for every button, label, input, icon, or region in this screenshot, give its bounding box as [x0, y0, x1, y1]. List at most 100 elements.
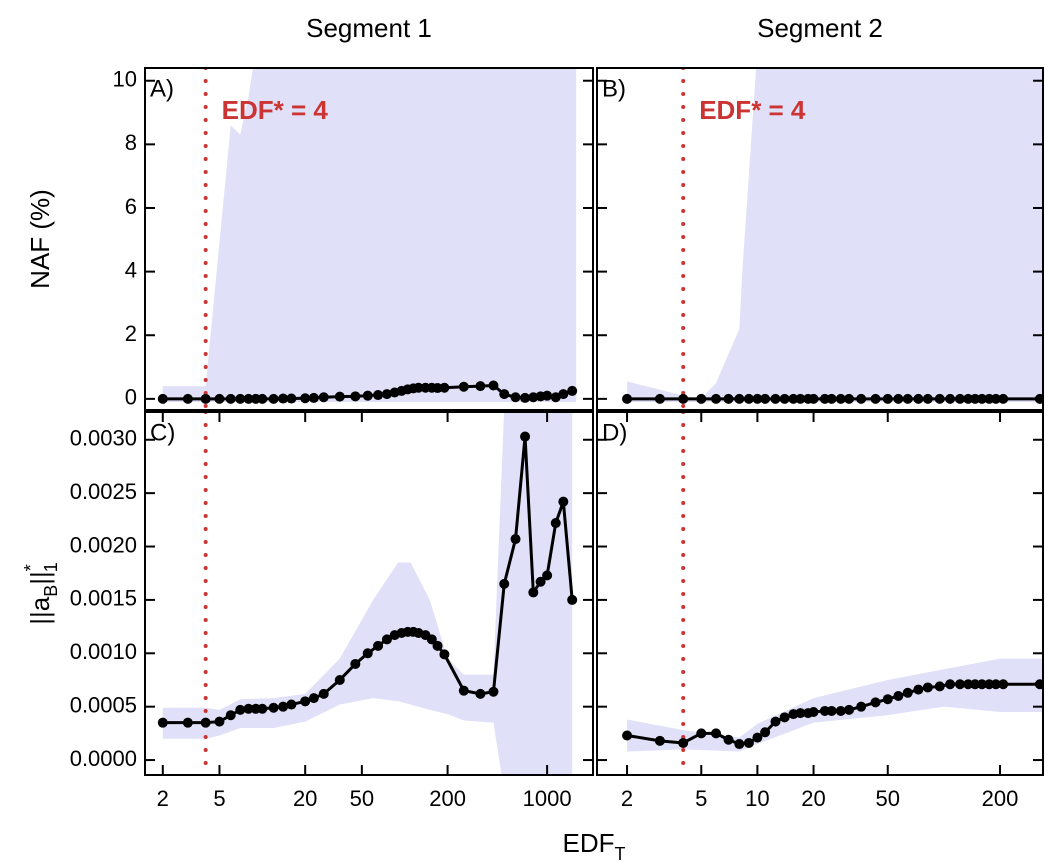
y-axis-label-part: || [25, 571, 55, 585]
data-point [760, 727, 771, 738]
column-title: Segment 1 [306, 13, 432, 43]
y-axis-label: NAF (%) [25, 189, 55, 289]
data-point [779, 393, 790, 404]
y-axis-label-part: ||a [25, 596, 55, 625]
data-point [542, 390, 553, 401]
data-point [426, 634, 437, 645]
data-point [362, 390, 373, 401]
data-point [475, 381, 486, 392]
x-tick-label: 20 [801, 786, 825, 811]
data-point [622, 730, 633, 741]
data-point [945, 679, 956, 690]
data-point [286, 699, 297, 710]
data-point [214, 393, 225, 404]
x-tick-label: 200 [429, 786, 466, 811]
data-point [893, 690, 904, 701]
data-point [990, 679, 1001, 690]
x-tick-label: 1000 [523, 786, 572, 811]
data-point [318, 392, 329, 403]
panel-frame [596, 67, 1044, 411]
panel-label: D) [602, 419, 627, 446]
data-point [413, 382, 424, 393]
data-point [257, 703, 268, 714]
data-point [913, 684, 924, 695]
data-point [963, 393, 974, 404]
x-tick-label: 10 [745, 786, 769, 811]
data-point [970, 393, 981, 404]
data-point [696, 393, 707, 404]
y-tick-label: 0.0015 [70, 586, 137, 611]
data-point [808, 393, 819, 404]
annotation: EDF* = 4 [699, 95, 806, 125]
panel-label: B) [602, 75, 626, 102]
y-tick-label: 0 [125, 385, 137, 410]
data-point [243, 393, 254, 404]
y-axis-label-part: B [41, 585, 61, 597]
data-point [200, 393, 211, 404]
data-point [976, 393, 987, 404]
data-point [268, 702, 279, 713]
data-point [902, 687, 913, 698]
data-point [696, 728, 707, 739]
data-point [922, 682, 933, 693]
data-point [990, 393, 1001, 404]
data-point [970, 679, 981, 690]
data-point [760, 393, 771, 404]
data-point [550, 518, 561, 529]
data-point [654, 393, 665, 404]
y-axis-label: ||aB||*1 [21, 562, 61, 625]
data-point [350, 658, 361, 669]
panel-frame [144, 67, 594, 411]
data-point [182, 717, 193, 728]
data-point [439, 382, 450, 393]
data-point [743, 393, 754, 404]
data-point [622, 393, 633, 404]
data-point [182, 393, 193, 404]
data-point [654, 735, 665, 746]
y-axis-label-part: 1 [41, 562, 61, 572]
data-point [752, 393, 763, 404]
data-point [734, 393, 745, 404]
panel [622, 68, 1043, 410]
data-point [350, 391, 361, 402]
data-point [567, 385, 578, 396]
data-point [535, 576, 546, 587]
data-point [278, 701, 289, 712]
data-point [934, 681, 945, 692]
data-point [870, 697, 881, 708]
x-tick-label: 200 [982, 786, 1019, 811]
data-point [998, 393, 1009, 404]
data-point [945, 393, 956, 404]
data-point [711, 728, 722, 739]
data-point [308, 693, 319, 704]
x-axis-label-sub: T [615, 844, 626, 863]
data-point [808, 707, 819, 718]
panel-label: C) [150, 419, 175, 446]
data-point [734, 739, 745, 750]
data-point [826, 705, 837, 716]
panel [157, 68, 578, 410]
confidence-band [162, 68, 577, 403]
data-point [157, 717, 168, 728]
data-point [963, 679, 974, 690]
data-point [362, 648, 373, 659]
data-point [214, 716, 225, 727]
data-point [510, 534, 521, 545]
data-point [902, 393, 913, 404]
data-point [558, 389, 569, 400]
y-tick-label: 0.0005 [70, 692, 137, 717]
data-point [373, 640, 384, 651]
x-tick-label: 2 [157, 786, 169, 811]
panel-label: A) [150, 75, 174, 102]
data-point [542, 570, 553, 581]
x-tick-label: 50 [350, 786, 374, 811]
data-point [300, 696, 311, 707]
data-point [770, 716, 781, 727]
confidence-band [162, 412, 573, 775]
data-point [439, 649, 450, 660]
data-point [870, 393, 881, 404]
data-point [268, 393, 279, 404]
data-point [499, 578, 510, 589]
data-point [723, 393, 734, 404]
data-point [334, 391, 345, 402]
